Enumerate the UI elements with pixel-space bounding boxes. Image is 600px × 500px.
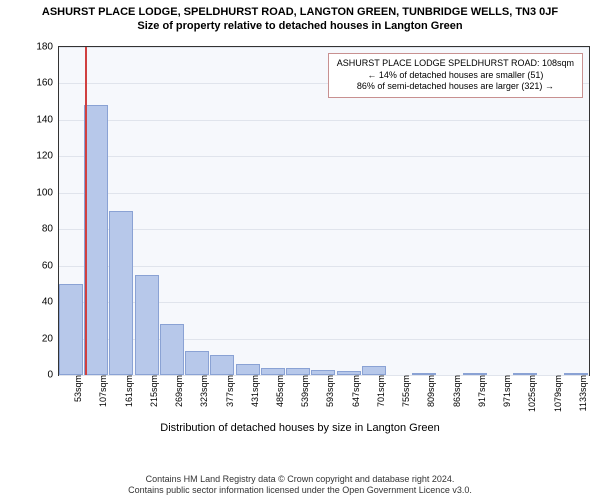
chart-subtitle: Size of property relative to detached ho… — [0, 20, 600, 36]
annotation-line-1: ASHURST PLACE LODGE SPELDHURST ROAD: 108… — [337, 58, 574, 70]
x-tick-label: 1133sqm — [574, 375, 588, 411]
x-tick-label: 917sqm — [473, 375, 487, 407]
histogram-bar — [109, 211, 133, 375]
x-tick-label: 539sqm — [296, 375, 310, 407]
gridline — [59, 120, 589, 121]
plot-area: 02040608010012014016018053sqm107sqm161sq… — [58, 46, 590, 376]
histogram-bar — [362, 366, 386, 375]
x-tick-label: 269sqm — [170, 375, 184, 407]
x-tick-label: 485sqm — [271, 375, 285, 407]
histogram-bar — [84, 105, 108, 375]
page-title: ASHURST PLACE LODGE, SPELDHURST ROAD, LA… — [0, 0, 600, 20]
x-tick-label: 863sqm — [448, 375, 462, 407]
histogram-bar — [135, 275, 159, 375]
annotation-line-2: ← 14% of detached houses are smaller (51… — [337, 70, 574, 82]
x-tick-label: 593sqm — [321, 375, 335, 407]
gridline — [59, 156, 589, 157]
property-marker-line — [85, 47, 87, 375]
x-tick-label: 215sqm — [145, 375, 159, 407]
x-tick-label: 1025sqm — [523, 375, 537, 412]
x-tick-label: 1079sqm — [549, 375, 563, 412]
x-tick-label: 701sqm — [372, 375, 386, 407]
x-tick-label: 755sqm — [397, 375, 411, 407]
x-tick-label: 107sqm — [94, 375, 108, 407]
x-tick-label: 647sqm — [347, 375, 361, 407]
annotation-line-3: 86% of semi-detached houses are larger (… — [337, 81, 574, 93]
histogram-bar — [286, 368, 310, 375]
y-tick-label: 120 — [36, 151, 59, 162]
y-tick-label: 140 — [36, 114, 59, 125]
footer-line-2: Contains public sector information licen… — [128, 485, 472, 495]
histogram-bar — [236, 364, 260, 375]
histogram-bar — [185, 351, 209, 375]
x-tick-label: 377sqm — [221, 375, 235, 407]
x-tick-label: 971sqm — [498, 375, 512, 407]
x-tick-label: 53sqm — [69, 375, 83, 402]
y-tick-label: 40 — [42, 297, 59, 308]
y-tick-label: 20 — [42, 333, 59, 344]
histogram-bar — [261, 368, 285, 375]
x-tick-label: 431sqm — [246, 375, 260, 407]
gridline — [59, 266, 589, 267]
histogram-bar — [210, 355, 234, 375]
x-tick-label: 323sqm — [195, 375, 209, 407]
annotation-box: ASHURST PLACE LODGE SPELDHURST ROAD: 108… — [328, 53, 583, 98]
histogram-bar — [160, 324, 184, 375]
y-tick-label: 160 — [36, 78, 59, 89]
y-tick-label: 180 — [36, 42, 59, 53]
footer-line-1: Contains HM Land Registry data © Crown c… — [146, 474, 455, 484]
histogram-bar — [59, 284, 83, 375]
gridline — [59, 229, 589, 230]
x-tick-label: 161sqm — [120, 375, 134, 407]
x-axis-label: Distribution of detached houses by size … — [0, 422, 600, 434]
y-tick-label: 0 — [47, 370, 59, 381]
footer-attribution: Contains HM Land Registry data © Crown c… — [8, 474, 592, 497]
chart-container: Number of detached properties 0204060801… — [0, 42, 600, 440]
y-tick-label: 100 — [36, 187, 59, 198]
gridline — [59, 47, 589, 48]
y-tick-label: 80 — [42, 224, 59, 235]
x-tick-label: 809sqm — [422, 375, 436, 407]
y-tick-label: 60 — [42, 260, 59, 271]
gridline — [59, 193, 589, 194]
